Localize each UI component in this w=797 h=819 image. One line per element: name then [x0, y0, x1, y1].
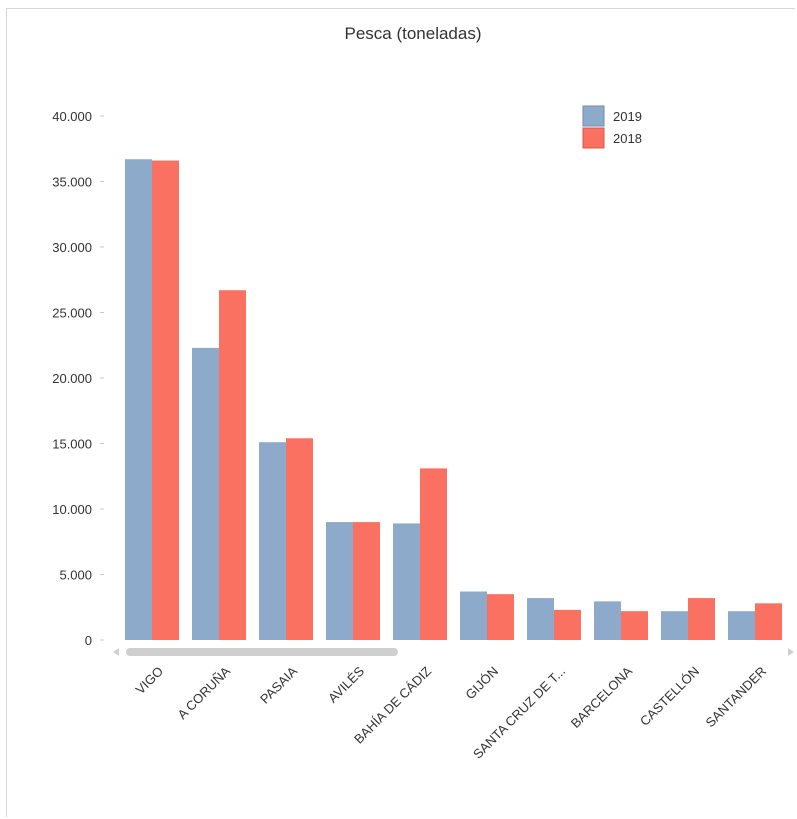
x-category-label: BARCELONA [568, 663, 636, 731]
y-tick-label: 15.000 [52, 437, 92, 452]
legend-swatch-2019 [582, 105, 605, 127]
y-tick-label: 20.000 [52, 371, 92, 386]
legend-label-2018: 2018 [613, 131, 642, 146]
x-category-label: AVILÉS [325, 663, 367, 705]
x-category-label: VIGO [133, 664, 167, 698]
legend: 2019 2018 [582, 105, 642, 149]
bar-2019[interactable] [728, 611, 755, 640]
legend-swatch-2018 [582, 127, 605, 149]
scrollbar-thumb[interactable] [126, 648, 398, 656]
chart-title: Pesca (toneladas) [344, 24, 481, 43]
scroll-right-arrow-icon[interactable] [788, 648, 794, 656]
x-category-label: CASTELLÓN [637, 664, 702, 729]
bars-group [125, 159, 782, 641]
bar-2018[interactable] [554, 609, 581, 640]
y-tick-label: 35.000 [52, 175, 92, 190]
bar-2019[interactable] [460, 591, 487, 640]
bar-2019[interactable] [192, 347, 219, 640]
y-tick-label: 30.000 [52, 240, 92, 255]
bar-2019[interactable] [326, 522, 353, 640]
bar-2018[interactable] [755, 603, 782, 640]
legend-label-2019: 2019 [613, 109, 642, 124]
bar-2019[interactable] [527, 598, 554, 640]
y-tick-label: 25.000 [52, 306, 92, 321]
y-tick-label: 0 [85, 633, 92, 648]
bar-2019[interactable] [594, 601, 621, 640]
bar-2018[interactable] [152, 160, 179, 641]
y-axis: 0 5.000 10.000 15.000 20.000 25.000 30.000 35.0… [52, 109, 104, 648]
bar-2018[interactable] [487, 594, 514, 640]
x-category-label: SANTANDER [702, 664, 769, 731]
y-tick-label: 10.000 [52, 502, 92, 517]
bar-2019[interactable] [661, 611, 688, 640]
bar-2019[interactable] [393, 523, 420, 640]
scroll-left-arrow-icon[interactable] [113, 648, 119, 656]
bar-2018[interactable] [688, 598, 715, 640]
bar-2019[interactable] [259, 442, 286, 640]
bar-2018[interactable] [621, 611, 648, 640]
bar-2018[interactable] [420, 468, 447, 640]
y-tick-label: 5.000 [59, 568, 92, 583]
bar-2018[interactable] [353, 522, 380, 640]
horizontal-scrollbar[interactable] [113, 648, 794, 656]
bar-2018[interactable] [219, 290, 246, 640]
x-category-label: PASAIA [257, 663, 300, 706]
bar-2018[interactable] [286, 438, 313, 640]
chart-frame [6, 8, 795, 817]
bar-2019[interactable] [125, 159, 152, 641]
x-category-label: A CORUÑA [174, 663, 233, 722]
y-tick-label: 40.000 [52, 109, 92, 124]
x-category-label: GIJÓN [462, 664, 501, 703]
